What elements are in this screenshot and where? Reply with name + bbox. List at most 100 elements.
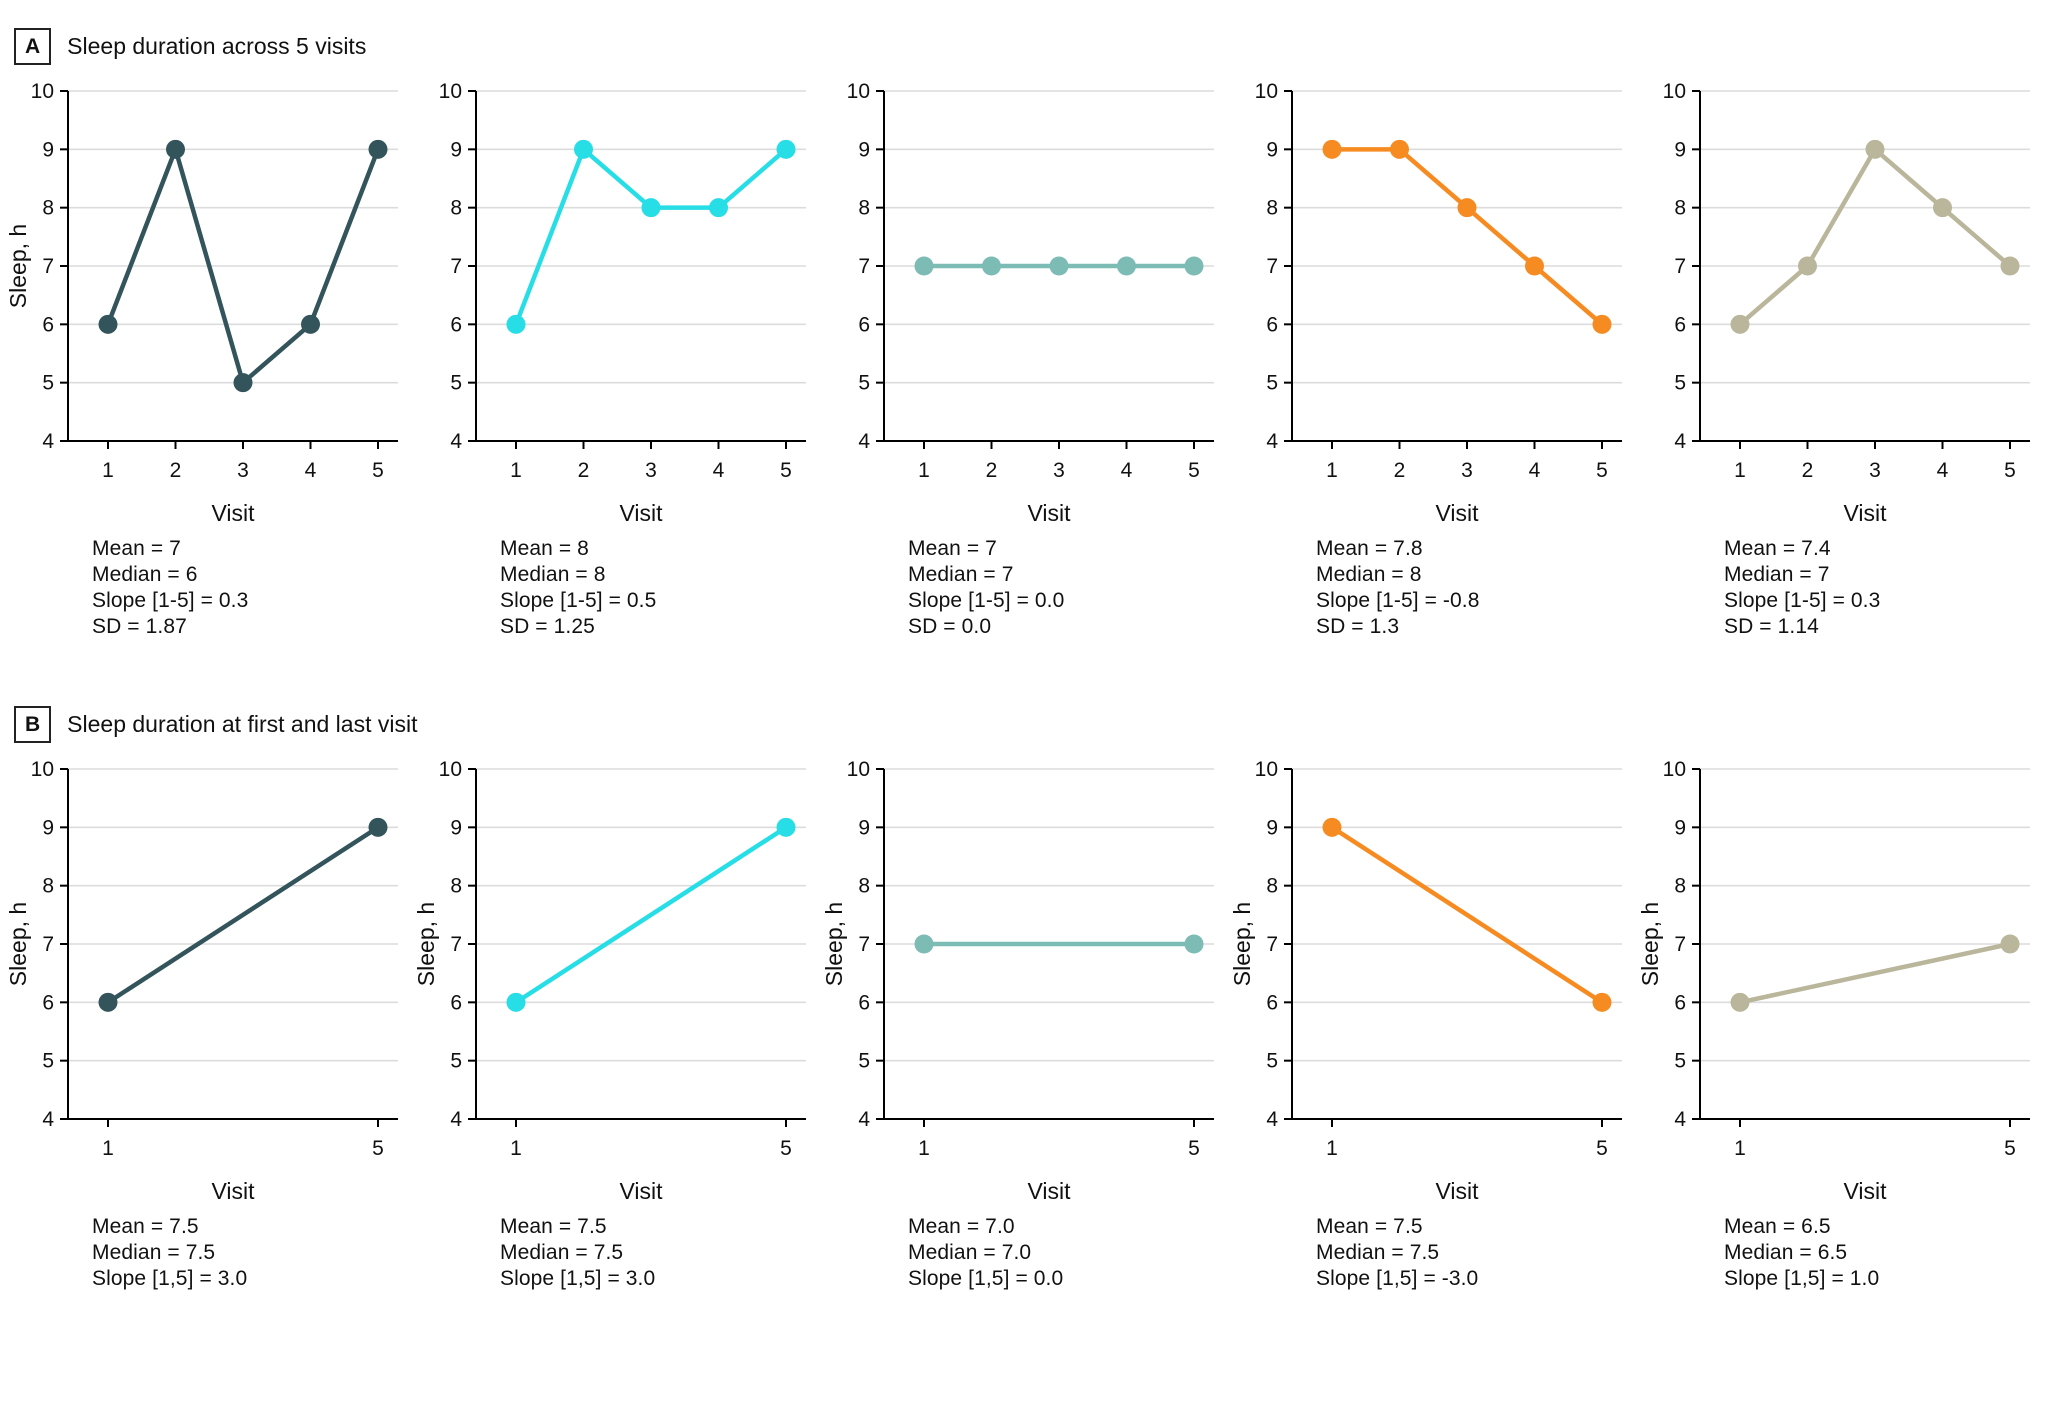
y-tick-label: 7: [858, 933, 870, 956]
data-point: [1457, 198, 1477, 218]
data-point: [1184, 256, 1204, 276]
x-tick-label: 3: [237, 459, 249, 482]
x-tick-label: 1: [1326, 1137, 1338, 1160]
stat-line: Mean = 7.8: [1316, 537, 1423, 560]
data-point: [2000, 256, 2020, 276]
x-tick-label: 1: [918, 459, 930, 482]
y-tick-label: 6: [1674, 991, 1686, 1014]
data-point: [1117, 256, 1136, 276]
stat-line: Slope [1,5] = 0.0: [908, 1267, 1064, 1290]
y-tick-label: 10: [31, 80, 54, 103]
data-point: [1049, 256, 1069, 276]
data-line: [1329, 147, 1605, 327]
y-tick-label: 9: [858, 816, 870, 839]
y-tick-label: 10: [439, 80, 462, 103]
data-point: [574, 139, 593, 159]
stat-line: Slope [1,5] = 1.0: [1724, 1267, 1880, 1290]
chart-stats: Mean = 7.8 Median = 8 Slope [1-5] = -0.8 SD…: [1316, 536, 1636, 640]
y-tick-label: 5: [450, 372, 462, 395]
data-point: [1390, 139, 1409, 159]
chart-stats: Mean = 7 Median = 6 Slope [1-5] = 0.3 SD = …: [92, 536, 412, 640]
data-point: [1592, 992, 1612, 1012]
chart-stats: Mean = 7 Median = 7 Slope [1-5] = 0.0 SD = …: [908, 536, 1228, 640]
x-tick-label: 2: [1394, 459, 1406, 482]
x-tick-label: 5: [1596, 1137, 1608, 1160]
stat-line: Median = 8: [500, 563, 606, 586]
y-tick-label: 4: [450, 430, 462, 453]
chart-stats: Mean = 6.5 Median = 6.5 Slope [1,5] = 1.0: [1724, 1214, 2044, 1292]
x-axis-label: Visit: [1027, 1178, 1071, 1204]
data-point: [2000, 934, 2020, 954]
y-tick-label: 4: [42, 1108, 54, 1131]
y-tick-label: 7: [42, 933, 54, 956]
data-line: [1329, 825, 1605, 1005]
data-point: [1322, 139, 1342, 159]
chart-cell: 4 5 6 7 8 9 10 1 2 3 4 5 Visit Sleep, h Mean = 7 Median…: [4, 75, 412, 640]
panel-b-title: Sleep duration at first and last visit: [67, 711, 418, 737]
stat-line: Mean = 7.5: [500, 1215, 607, 1238]
y-tick-label: 4: [1266, 430, 1278, 453]
data-line: [105, 825, 381, 1005]
stat-line: Median = 7.5: [500, 1241, 624, 1264]
x-tick-label: 5: [1596, 459, 1608, 482]
x-tick-label: 5: [2004, 1137, 2016, 1160]
stat-line: SD = 1.3: [1316, 615, 1400, 638]
data-point: [776, 817, 796, 837]
stat-line: Median = 8: [1316, 563, 1422, 586]
chart-stats: Mean = 7.5 Median = 7.5 Slope [1,5] = 3.0: [500, 1214, 820, 1292]
y-tick-label: 8: [1266, 875, 1278, 898]
stat-line: Mean = 7.4: [1724, 537, 1831, 560]
line-chart: 4 5 6 7 8 9 10 1 5 Visit Sleep, h: [821, 758, 1214, 1204]
chart-cell: 4 5 6 7 8 9 10 1 5 Visit Sleep, h Mean = 7.5 Median …: [4, 753, 412, 1292]
chart-stats: Mean = 7.4 Median = 7 Slope [1-5] = 0.3 SD …: [1724, 536, 2044, 640]
chart-cell: 4 5 6 7 8 9 10 1 5 Visit Sleep, h Mean = 7.5 Median …: [1228, 753, 1636, 1292]
stat-line: Median = 7: [908, 563, 1014, 586]
y-tick-label: 5: [1674, 372, 1686, 395]
panel-spacer: [0, 640, 2048, 692]
x-axis-label: Visit: [1027, 500, 1071, 526]
y-tick-label: 8: [858, 875, 870, 898]
y-tick-label: 10: [31, 758, 54, 781]
line-chart: 4 5 6 7 8 9 10 1 5 Visit Sleep, h: [1229, 758, 1622, 1204]
x-tick-label: 1: [510, 459, 522, 482]
data-point: [1184, 934, 1204, 954]
y-tick-label: 10: [1663, 758, 1686, 781]
y-tick-label: 9: [858, 138, 870, 161]
y-tick-label: 9: [450, 816, 462, 839]
line-chart: 4 5 6 7 8 9 10 1 2 3 4 5 Visit Sleep, h: [5, 80, 398, 526]
panel-a-charts-row: 4 5 6 7 8 9 10 1 2 3 4 5 Visit Sleep, h Mean = 7 Median…: [0, 75, 2048, 640]
stat-line: Slope [1-5] = -0.8: [1316, 589, 1480, 612]
stat-line: Slope [1-5] = 0.0: [908, 589, 1065, 612]
y-tick-label: 9: [1674, 138, 1686, 161]
stat-line: Mean = 7: [92, 537, 181, 560]
y-tick-label: 9: [1266, 816, 1278, 839]
y-tick-label: 4: [858, 1108, 870, 1131]
line-chart: 4 5 6 7 8 9 10 1 2 3 4 5 Visit: [1255, 80, 1622, 526]
y-tick-label: 6: [1266, 313, 1278, 336]
panel-a-header: A Sleep duration across 5 visits: [14, 28, 2048, 65]
y-axis-label: Sleep, h: [1229, 902, 1255, 986]
y-tick-label: 5: [42, 1050, 54, 1073]
x-axis-label: Visit: [1435, 500, 1479, 526]
x-axis-label: Visit: [1843, 1178, 1887, 1204]
line-chart: 4 5 6 7 8 9 10 1 5 Visit Sleep, h: [1637, 758, 2030, 1204]
x-tick-label: 5: [1188, 1137, 1200, 1160]
data-point: [709, 198, 728, 218]
data-point: [1798, 256, 1817, 276]
chart-stats: Mean = 7.0 Median = 7.0 Slope [1,5] = 0.0: [908, 1214, 1228, 1292]
y-tick-label: 8: [42, 197, 54, 220]
x-tick-label: 1: [1326, 459, 1338, 482]
y-tick-label: 5: [1674, 1050, 1686, 1073]
y-tick-label: 5: [858, 1050, 870, 1073]
y-tick-label: 10: [439, 758, 462, 781]
panel-b-letter: B: [14, 706, 52, 743]
x-axis-label: Visit: [619, 500, 663, 526]
x-tick-label: 5: [780, 459, 792, 482]
stat-line: Median = 7: [1724, 563, 1830, 586]
y-tick-label: 4: [450, 1108, 462, 1131]
data-point: [1592, 314, 1612, 334]
y-tick-label: 6: [1266, 991, 1278, 1014]
stat-line: SD = 1.87: [92, 615, 187, 638]
x-axis-label: Visit: [211, 500, 255, 526]
y-axis-label: Sleep, h: [821, 902, 847, 986]
